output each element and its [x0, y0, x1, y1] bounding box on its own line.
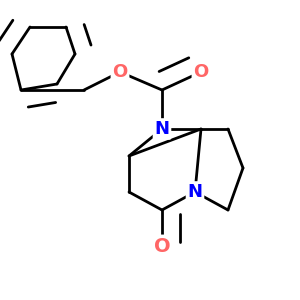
Text: N: N: [188, 183, 202, 201]
Text: N: N: [154, 120, 169, 138]
Text: O: O: [194, 63, 208, 81]
Text: O: O: [154, 236, 170, 256]
Text: O: O: [112, 63, 128, 81]
